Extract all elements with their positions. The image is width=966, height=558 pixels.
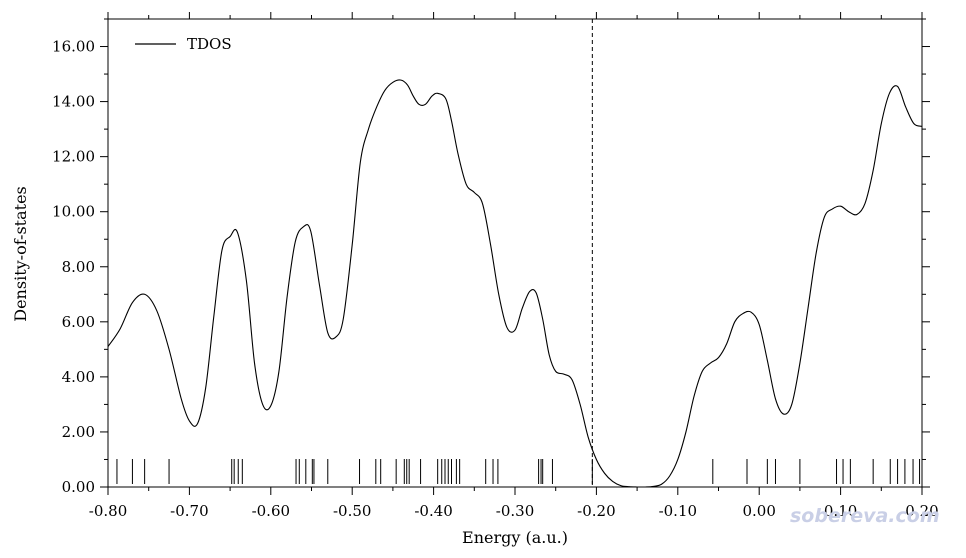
y-tick-label: 6.00	[62, 313, 95, 331]
x-tick-label: -0.10	[659, 502, 697, 520]
y-tick-label: 4.00	[62, 368, 95, 386]
x-tick-label: -0.20	[577, 502, 615, 520]
ticks-layer: -0.80 -0.70 -0.60 -0.50 -0.40 -0.30 -0.20 -0.10…	[52, 12, 939, 520]
x-tick-label: -0.70	[170, 502, 208, 520]
x-tick-label: 0.10	[824, 502, 857, 520]
energy-level-ticks	[116, 459, 921, 484]
y-tick-label: 0.00	[62, 478, 95, 496]
x-tick-label: -0.50	[333, 502, 371, 520]
y-axis-title: Density-of-states	[11, 186, 30, 321]
y-tick-label: 2.00	[62, 423, 95, 441]
x-tick-label: -0.60	[252, 502, 290, 520]
y-tick-label: 16.00	[52, 38, 95, 56]
x-tick-label: -0.30	[496, 502, 534, 520]
watermark: sobereva.com	[790, 505, 940, 527]
plot-frame	[107, 18, 923, 488]
y-tick-label: 8.00	[62, 258, 95, 276]
axes-layer	[107, 18, 923, 488]
x-tick-label: -0.80	[89, 502, 127, 520]
y-tick-label: 10.00	[52, 203, 95, 221]
x-tick-label: 0.00	[742, 502, 775, 520]
y-tick-label: 12.00	[52, 148, 95, 166]
y-tick-label: 14.00	[52, 93, 95, 111]
x-tick-label: 0.20	[905, 502, 938, 520]
legend-label-tdos: TDOS	[187, 35, 232, 53]
series-layer	[108, 79, 922, 487]
x-tick-label: -0.40	[414, 502, 452, 520]
x-axis-title: Energy (a.u.)	[462, 528, 568, 547]
legend: TDOS	[135, 35, 232, 53]
series-line-tdos	[108, 79, 922, 487]
